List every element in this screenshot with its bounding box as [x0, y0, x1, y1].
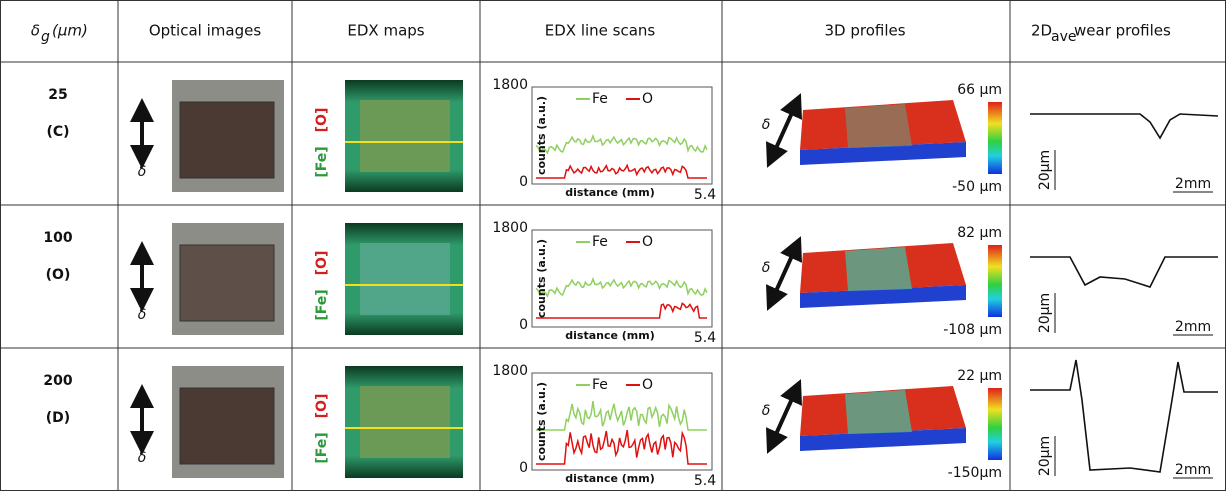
sample-code: (C) [46, 124, 69, 140]
header-optical: Optical images [149, 22, 261, 40]
fe-label: [Fe] [314, 289, 330, 320]
optical-wear-scar [180, 102, 274, 178]
profile-wear [845, 390, 912, 434]
scan-ylabel: counts (a.u.) [535, 96, 548, 175]
scan-xlabel: distance (mm) [565, 329, 655, 342]
figure-table: δ g (μm) Optical images EDX maps EDX lin… [0, 0, 1226, 491]
wear-profile [1030, 257, 1218, 287]
depth: 200 [43, 373, 72, 389]
scan-ymax: 1800 [492, 220, 528, 236]
scan-ylabel: counts (a.u.) [535, 382, 548, 461]
fe-label: [Fe] [314, 146, 330, 177]
scale-y-label: 20µm [1037, 436, 1053, 476]
colorbar-max: 22 µm [957, 368, 1002, 384]
optical-wear-scar [180, 245, 274, 321]
delta-symbol: δ [138, 164, 147, 180]
colorbar-max: 66 µm [957, 82, 1002, 98]
legend-fe: Fe [592, 234, 608, 250]
legend-o: O [642, 377, 653, 393]
header-delta-unit: (μm) [52, 22, 88, 40]
delta-symbol-3d: δ [762, 260, 771, 276]
scale-y-label: 20µm [1037, 150, 1053, 190]
scale-x-label: 2mm [1175, 176, 1211, 192]
header-edx-scans: EDX line scans [545, 22, 656, 40]
edx-wear-scar [360, 100, 450, 172]
scan-ymin: 0 [519, 174, 528, 190]
profile-wear [845, 247, 912, 291]
scale-x-label: 2mm [1175, 462, 1211, 478]
header-2d-sub: ave [1051, 29, 1076, 45]
scan-xmax: 5.4 [694, 473, 716, 489]
colorbar [988, 245, 1002, 317]
colorbar-min: -150µm [948, 465, 1002, 481]
o-label: [O] [314, 394, 330, 419]
colorbar-min: -108 µm [943, 322, 1002, 338]
scale-x-label: 2mm [1175, 319, 1211, 335]
delta-arrow-3d [772, 390, 796, 443]
header-3d: 3D profiles [824, 22, 905, 40]
scan-plot-area [532, 230, 712, 327]
wear-profile [1030, 360, 1218, 472]
scan-ymin: 0 [519, 317, 528, 333]
colorbar-max: 82 µm [957, 225, 1002, 241]
optical-wear-scar [180, 388, 274, 464]
depth: 100 [43, 230, 72, 246]
sample-code: (O) [46, 267, 71, 283]
delta-symbol-3d: δ [762, 403, 771, 419]
legend-o: O [642, 234, 653, 250]
scan-xmax: 5.4 [694, 330, 716, 346]
legend-o: O [642, 91, 653, 107]
scan-plot-area [532, 373, 712, 470]
header-2d-rest: wear profiles [1074, 22, 1171, 40]
legend-fe: Fe [592, 91, 608, 107]
colorbar [988, 102, 1002, 174]
colorbar-min: -50 µm [952, 179, 1002, 195]
scale-y-label: 20µm [1037, 293, 1053, 333]
depth: 25 [48, 87, 67, 103]
fe-label: [Fe] [314, 432, 330, 463]
scan-xmax: 5.4 [694, 187, 716, 203]
delta-symbol: δ [138, 450, 147, 466]
scan-xlabel: distance (mm) [565, 186, 655, 199]
header-delta: δ [31, 22, 40, 40]
delta-arrow-3d [772, 104, 796, 157]
header-edx-maps: EDX maps [347, 22, 424, 40]
scan-ymax: 1800 [492, 77, 528, 93]
o-label: [O] [314, 108, 330, 133]
scan-ylabel: counts (a.u.) [535, 239, 548, 318]
edx-wear-scar [360, 386, 450, 458]
delta-symbol-3d: δ [762, 117, 771, 133]
wear-profile [1030, 114, 1218, 138]
delta-arrow-3d [772, 247, 796, 300]
header-delta-sub: g [41, 29, 50, 45]
scan-xlabel: distance (mm) [565, 472, 655, 485]
delta-symbol: δ [138, 307, 147, 323]
profile-wear [845, 104, 912, 148]
o-label: [O] [314, 251, 330, 276]
edx-wear-scar [360, 243, 450, 315]
sample-code: (D) [46, 410, 70, 426]
header-2d: 2D [1031, 22, 1052, 40]
scan-ymax: 1800 [492, 363, 528, 379]
colorbar [988, 388, 1002, 460]
legend-fe: Fe [592, 377, 608, 393]
scan-ymin: 0 [519, 460, 528, 476]
